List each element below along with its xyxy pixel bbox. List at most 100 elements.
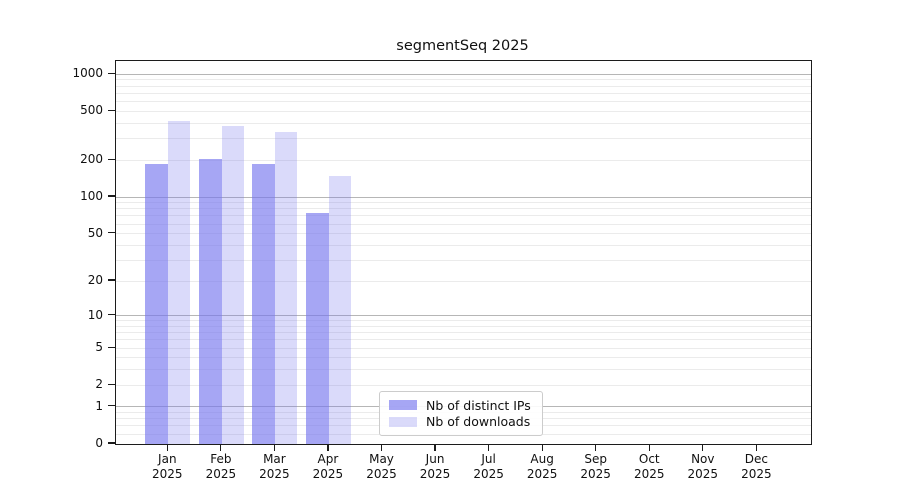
bar-downloads-mar: [275, 131, 298, 444]
gridline-minor: [116, 320, 811, 322]
gridline-minor: [116, 223, 811, 225]
gridline-minor: [116, 339, 811, 341]
gridline-minor: [116, 369, 811, 371]
gridline-minor: [116, 85, 811, 87]
bar-downloads-apr: [328, 175, 351, 444]
gridline-major: [116, 196, 811, 198]
x-tick-label-dec: Dec 2025: [724, 452, 788, 481]
x-tick-mark: [273, 444, 275, 451]
gridline-minor: [116, 332, 811, 334]
x-tick-year: 2025: [580, 466, 611, 481]
y-tick-label: 1000: [72, 66, 103, 81]
gridline-minor: [116, 215, 811, 217]
legend-item-distinct-ips: Nb of distinct IPs: [389, 397, 533, 413]
gridline-major: [116, 73, 811, 75]
y-tick-mark: [108, 383, 115, 385]
y-tick-mark: [108, 72, 115, 74]
x-tick-year: 2025: [419, 466, 451, 481]
x-tick-mark: [327, 444, 329, 451]
x-tick-label-jan: Jan 2025: [135, 452, 199, 481]
x-tick-year: 2025: [205, 466, 237, 481]
x-tick-year: 2025: [526, 466, 558, 481]
legend-label-distinct-ips: Nb of distinct IPs: [426, 397, 531, 413]
x-tick-mark: [648, 444, 650, 451]
gridline-minor: [116, 79, 811, 81]
gridline-minor: [116, 159, 811, 161]
y-tick-mark: [108, 195, 115, 197]
gridline-minor: [116, 138, 811, 140]
bar-distinct-ips-apr: [305, 212, 329, 444]
y-tick-label: 5: [95, 340, 103, 355]
legend-label-downloads: Nb of downloads: [426, 414, 531, 430]
x-tick-label-apr: Apr 2025: [296, 452, 360, 481]
x-tick-mark: [166, 444, 168, 451]
x-tick-label-jun: Jun 2025: [403, 452, 467, 481]
y-tick-label: 200: [80, 152, 103, 167]
gridline-minor: [116, 202, 811, 204]
plot-area: [115, 60, 812, 445]
x-tick-year: 2025: [633, 466, 665, 481]
legend-item-downloads: Nb of downloads: [389, 414, 533, 430]
gridline-minor: [116, 384, 811, 386]
gridline-minor: [116, 101, 811, 103]
x-tick-label-mar: Mar 2025: [242, 452, 306, 481]
gridline-minor: [116, 122, 811, 124]
x-tick-mark: [541, 444, 543, 451]
y-tick-label: 2: [95, 377, 103, 392]
x-tick-mark: [488, 444, 490, 451]
gridline-minor: [116, 259, 811, 261]
y-tick-label: 10: [87, 307, 103, 322]
gridline-minor: [116, 208, 811, 210]
bar-distinct-ips-mar: [252, 163, 276, 444]
y-tick-mark: [108, 279, 115, 281]
x-tick-year: 2025: [741, 466, 772, 481]
gridline-minor: [116, 280, 811, 282]
x-tick-mark: [755, 444, 757, 451]
y-tick-mark: [108, 405, 115, 407]
x-tick-label-nov: Nov 2025: [671, 452, 735, 481]
x-tick-mark: [434, 444, 436, 451]
gridline-minor: [116, 325, 811, 327]
gridline-minor: [116, 110, 811, 112]
y-tick-mark: [108, 158, 115, 160]
y-tick-mark: [108, 442, 115, 444]
bar-distinct-ips-jan: [145, 164, 169, 444]
x-tick-label-feb: Feb 2025: [189, 452, 253, 481]
bar-downloads-feb: [221, 125, 244, 444]
x-tick-year: 2025: [312, 466, 344, 481]
y-tick-mark: [108, 109, 115, 111]
y-tick-mark: [108, 346, 115, 348]
gridline-major: [116, 315, 811, 317]
y-tick-label: 0: [95, 436, 103, 450]
y-tick-label: 20: [87, 273, 103, 288]
x-tick-mark: [595, 444, 597, 451]
bar-downloads-jan: [168, 120, 191, 444]
x-tick-year: 2025: [473, 466, 504, 481]
downloads-swatch-icon: [389, 416, 417, 427]
x-tick-label-may: May 2025: [350, 452, 414, 481]
legend: Nb of distinct IPs Nb of downloads: [379, 391, 543, 436]
x-tick-label-aug: Aug 2025: [510, 452, 574, 481]
gridline-minor: [116, 347, 811, 349]
gridline-minor: [116, 92, 811, 94]
gridline-minor: [116, 244, 811, 246]
x-tick-mark: [380, 444, 383, 451]
gridline-minor: [116, 357, 811, 359]
x-tick-label-sep: Sep 2025: [564, 452, 628, 481]
x-tick-year: 2025: [259, 466, 290, 481]
x-tick-year: 2025: [687, 466, 719, 481]
x-tick-year: 2025: [366, 466, 397, 481]
x-tick-mark: [220, 444, 222, 451]
bar-distinct-ips-feb: [198, 158, 222, 444]
x-tick-year: 2025: [152, 466, 183, 481]
x-tick-label-oct: Oct 2025: [617, 452, 681, 481]
y-tick-label: 100: [80, 189, 103, 204]
y-tick-label: 50: [87, 225, 103, 240]
chart-title: segmentSeq 2025: [396, 38, 529, 54]
distinct-ips-swatch-icon: [389, 400, 417, 411]
y-tick-label: 1: [95, 398, 103, 413]
y-tick-mark: [108, 232, 115, 234]
gridline-minor: [116, 233, 811, 235]
y-tick-mark: [108, 314, 115, 316]
